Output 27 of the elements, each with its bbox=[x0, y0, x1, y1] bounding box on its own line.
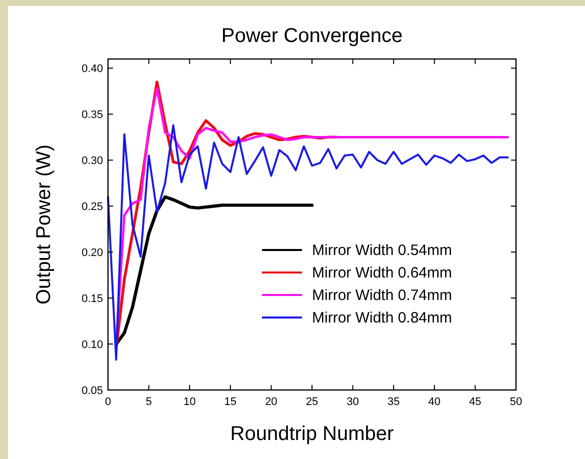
x-tick-label: 10 bbox=[183, 396, 196, 408]
chart-title: Power Convergence bbox=[221, 25, 403, 47]
y-tick-label: 0.35 bbox=[82, 109, 103, 122]
x-axis-title: Roundtrip Number bbox=[230, 423, 394, 445]
y-tick-label: 0.30 bbox=[82, 155, 103, 168]
line-series bbox=[107, 124, 509, 361]
y-tick-label: 0.40 bbox=[82, 63, 103, 76]
y-tick-label: 0.05 bbox=[82, 385, 103, 397]
y-axis-title: Output Power (W) bbox=[33, 144, 55, 305]
y-tick-label: 0.25 bbox=[82, 201, 103, 214]
x-tick-label: 0 bbox=[104, 396, 112, 408]
x-tick-label: 40 bbox=[428, 396, 441, 408]
legend-label: Mirror Width 0.64mm bbox=[312, 264, 452, 282]
y-tick-label: 0.20 bbox=[82, 247, 103, 260]
x-tick-label: 25 bbox=[306, 396, 318, 408]
legend-label: Mirror Width 0.54mm bbox=[312, 242, 452, 259]
legend-label: Mirror Width 0.74mm bbox=[312, 287, 452, 304]
y-tick-label: 0.10 bbox=[82, 339, 103, 352]
x-tick-label: 15 bbox=[224, 396, 237, 408]
x-tick-label: 45 bbox=[469, 396, 482, 408]
x-tick-label: 50 bbox=[510, 396, 522, 408]
x-tick-label: 20 bbox=[265, 396, 278, 408]
x-tick-label: 35 bbox=[387, 396, 400, 408]
y-tick-label: 0.15 bbox=[82, 293, 103, 306]
legend-label: Mirror Width 0.84mm bbox=[312, 310, 452, 326]
x-tick-label: 5 bbox=[146, 396, 152, 408]
x-tick-label: 30 bbox=[346, 396, 359, 408]
